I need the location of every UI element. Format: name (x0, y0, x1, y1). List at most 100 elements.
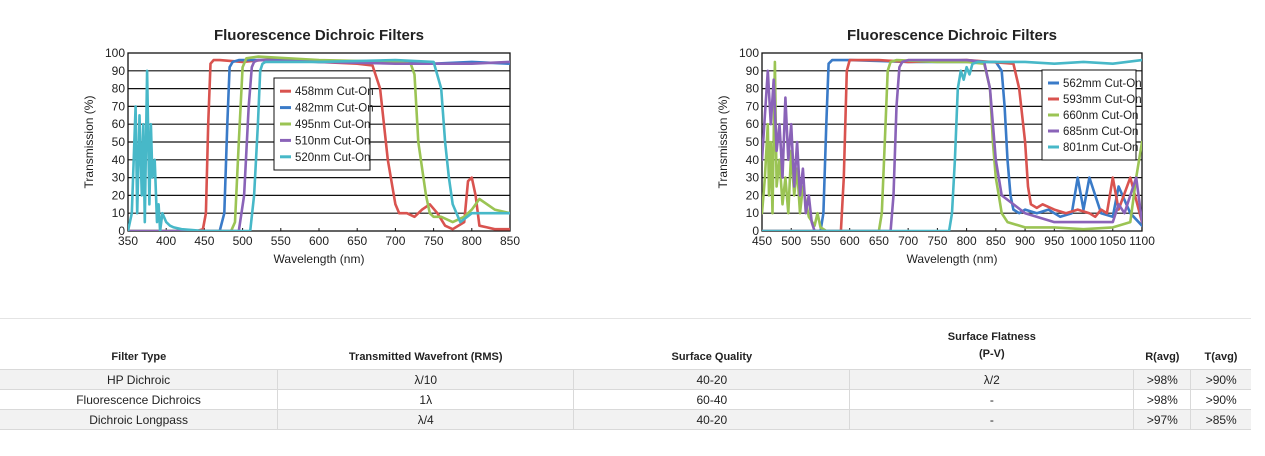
y-tick-label: 90 (112, 64, 126, 78)
legend-label-562mm-cut-on: 562mm Cut-On (1063, 78, 1142, 90)
x-tick-label: 850 (986, 234, 1006, 248)
series-line-801nm-cut-on (762, 58, 1142, 231)
header-tavg: T(avg) (1190, 318, 1251, 370)
table-header-row: Filter Type Transmitted Wavefront (RMS) … (0, 318, 1251, 370)
series-line-593mm-cut-on (762, 58, 1142, 231)
y-tick-label: 10 (112, 206, 126, 220)
header-surface-flatness-line1: Surface Flatness (947, 331, 1036, 343)
charts-area: Fluorescence Dichroic Filters 0 10 20 30 40 50… (82, 27, 1155, 266)
header-filter-type: Filter Type (0, 318, 278, 370)
legend-label-495nm-cut-on: 495nm Cut-On (295, 119, 370, 131)
y-tick-label: 20 (746, 188, 760, 202)
chart-1: Fluorescence Dichroic Filters 0 10 20 30 40 50… (82, 27, 520, 266)
x-tick-label: 550 (810, 234, 830, 248)
legend-label-593mm-cut-on: 593mm Cut-On (1063, 94, 1142, 106)
series-line-685nm-cut-on (762, 58, 1142, 231)
y-axis-label: Transmission (%) (716, 96, 730, 189)
x-tick-label: 350 (118, 234, 138, 248)
legend: 562mm Cut-On 593mm Cut-On 660nm Cut-On 685n… (1041, 69, 1142, 161)
x-tick-label: 1000 (1070, 234, 1097, 248)
series-line-562mm-cut-on (762, 58, 1142, 231)
x-tick-label: 750 (927, 234, 947, 248)
legend-label-458mm-cut-on: 458mm Cut-On (295, 86, 374, 98)
x-tick-label: 950 (1044, 234, 1064, 248)
legend-label-482mm-cut-on: 482mm Cut-On (295, 103, 374, 115)
specs-table: Filter Type Transmitted Wavefront (RMS) … (0, 318, 1251, 430)
header-wavefront: Transmitted Wavefront (RMS) (277, 318, 574, 370)
chart-2: Fluorescence Dichroic Filters 0 10 20 30 40 50… (716, 27, 1155, 266)
cell-wavefront: 1λ (277, 389, 574, 410)
x-tick-label: 450 (752, 234, 772, 248)
x-tick-label: 600 (309, 234, 329, 248)
x-tick-label: 800 (957, 234, 977, 248)
table-row: HP Dichroic λ/10 40-20 λ/2 >98% >90% (0, 369, 1251, 390)
cell-surface-quality: 60-40 (573, 389, 850, 410)
y-tick-label: 0 (118, 224, 125, 238)
legend-label-685nm-cut-on: 685nm Cut-On (1063, 126, 1138, 138)
legend-label-660nm-cut-on: 660nm Cut-On (1063, 110, 1138, 122)
series-line-520nm-cut-on (128, 58, 510, 231)
cell-ravg: >97% (1133, 409, 1191, 430)
y-tick-label: 70 (112, 99, 126, 113)
series-line-458mm-cut-on (128, 56, 510, 231)
table-row: Dichroic Longpass λ/4 40-20 - >97% >85% (0, 409, 1251, 430)
header-surface-quality: Surface Quality (573, 318, 850, 370)
header-ravg: R(avg) (1133, 318, 1191, 370)
legend-label-801nm-cut-on: 801nm Cut-On (1063, 142, 1138, 154)
cell-ravg: >98% (1133, 389, 1191, 410)
y-tick-label: 10 (746, 206, 760, 220)
cell-surface-quality: 40-20 (573, 409, 850, 430)
x-tick-label: 800 (462, 234, 482, 248)
y-tick-label: 100 (739, 46, 759, 60)
x-tick-label: 450 (194, 234, 214, 248)
x-tick-label: 700 (385, 234, 405, 248)
cell-surface-quality: 40-20 (573, 369, 850, 390)
cell-filter-type: HP Dichroic (0, 369, 278, 390)
y-tick-label: 40 (112, 153, 126, 167)
series-line-510nm-cut-on (128, 58, 510, 231)
x-tick-label: 700 (898, 234, 918, 248)
x-tick-label: 850 (500, 234, 520, 248)
series-line-495nm-cut-on (128, 55, 510, 231)
y-tick-label: 50 (746, 135, 760, 149)
x-tick-label: 750 (424, 234, 444, 248)
y-tick-label: 60 (746, 117, 760, 131)
y-tick-label: 80 (112, 82, 126, 96)
x-tick-label: 550 (271, 234, 291, 248)
x-tick-label: 650 (869, 234, 889, 248)
x-tick-label: 1050 (1099, 234, 1126, 248)
y-tick-label: 90 (746, 64, 760, 78)
y-tick-label: 50 (112, 135, 126, 149)
x-tick-label: 500 (233, 234, 253, 248)
cell-wavefront: λ/4 (277, 409, 574, 430)
cell-flatness: - (849, 389, 1134, 410)
x-tick-label: 1100 (1129, 234, 1155, 248)
y-tick-label: 40 (746, 153, 760, 167)
x-axis-label: Wavelength (nm) (907, 252, 998, 266)
legend-label-520nm-cut-on: 520nm Cut-On (295, 152, 370, 164)
y-tick-label: 70 (746, 99, 760, 113)
x-tick-label: 600 (840, 234, 860, 248)
chart-title: Fluorescence Dichroic Filters (214, 27, 424, 44)
header-surface-flatness: Surface Flatness (P-V) (849, 318, 1134, 370)
cell-flatness: λ/2 (849, 369, 1134, 390)
y-tick-label: 20 (112, 188, 126, 202)
header-surface-flatness-line2: (P-V) (978, 348, 1005, 360)
cell-tavg: >90% (1190, 389, 1251, 410)
x-axis-label: Wavelength (nm) (274, 252, 365, 266)
x-tick-label: 650 (347, 234, 367, 248)
legend: 458mm Cut-On 482mm Cut-On 495nm Cut-On 510n… (273, 77, 374, 171)
y-tick-label: 80 (746, 82, 760, 96)
table-row: Fluorescence Dichroics 1λ 60-40 - >98% >… (0, 389, 1251, 410)
cell-flatness: - (849, 409, 1134, 430)
x-tick-label: 900 (1015, 234, 1035, 248)
x-tick-label: 500 (781, 234, 801, 248)
y-tick-label: 0 (752, 224, 759, 238)
y-axis-label: Transmission (%) (82, 96, 96, 189)
cell-ravg: >98% (1133, 369, 1191, 390)
x-tick-label: 400 (156, 234, 176, 248)
chart-title: Fluorescence Dichroic Filters (847, 27, 1057, 44)
cell-filter-type: Dichroic Longpass (0, 409, 278, 430)
y-tick-label: 30 (112, 171, 126, 185)
y-tick-label: 100 (105, 46, 125, 60)
